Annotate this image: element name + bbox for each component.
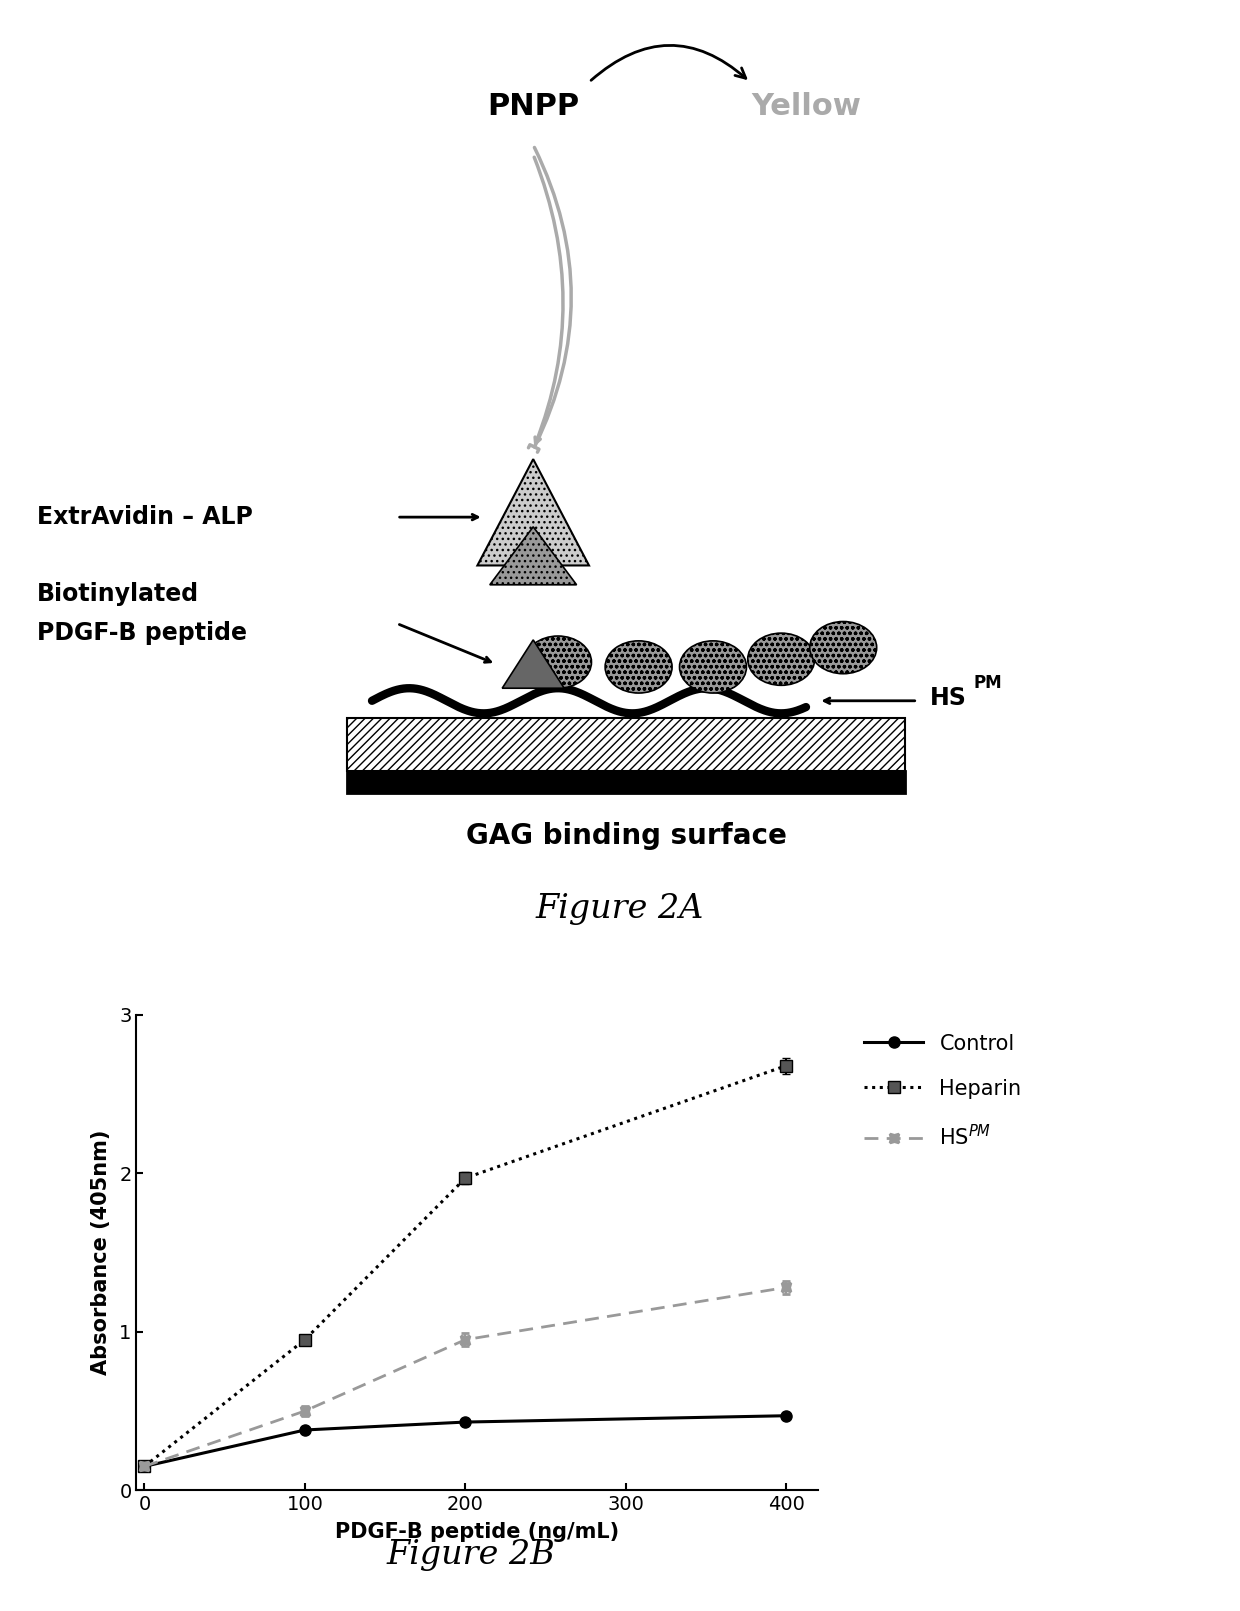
Legend: Control, Heparin, HS$^{PM}$: Control, Heparin, HS$^{PM}$ [856,1025,1030,1157]
Text: PNPP: PNPP [487,92,579,121]
Circle shape [810,622,877,673]
Bar [347,719,905,772]
Circle shape [605,641,672,693]
Text: Biotinylated: Biotinylated [37,583,200,606]
Polygon shape [502,640,564,688]
Text: Yellow: Yellow [751,92,861,121]
Text: PM: PM [973,675,1002,693]
Y-axis label: Absorbance (405nm): Absorbance (405nm) [91,1129,110,1376]
Text: Figure 2A: Figure 2A [536,892,704,925]
Text: ExtrAvidin – ALP: ExtrAvidin – ALP [37,506,253,528]
Text: PDGF-B peptide: PDGF-B peptide [37,622,247,644]
Bar [347,772,905,793]
Text: Figure 2B: Figure 2B [387,1539,556,1571]
Text: HS: HS [930,686,967,710]
Circle shape [680,641,746,693]
Polygon shape [477,459,589,565]
FancyArrowPatch shape [591,45,745,81]
Circle shape [525,636,591,688]
Text: GAG binding surface: GAG binding surface [466,822,786,851]
Circle shape [748,633,815,685]
Polygon shape [490,527,577,585]
X-axis label: PDGF-B peptide (ng/mL): PDGF-B peptide (ng/mL) [335,1522,620,1542]
FancyArrowPatch shape [528,148,572,453]
